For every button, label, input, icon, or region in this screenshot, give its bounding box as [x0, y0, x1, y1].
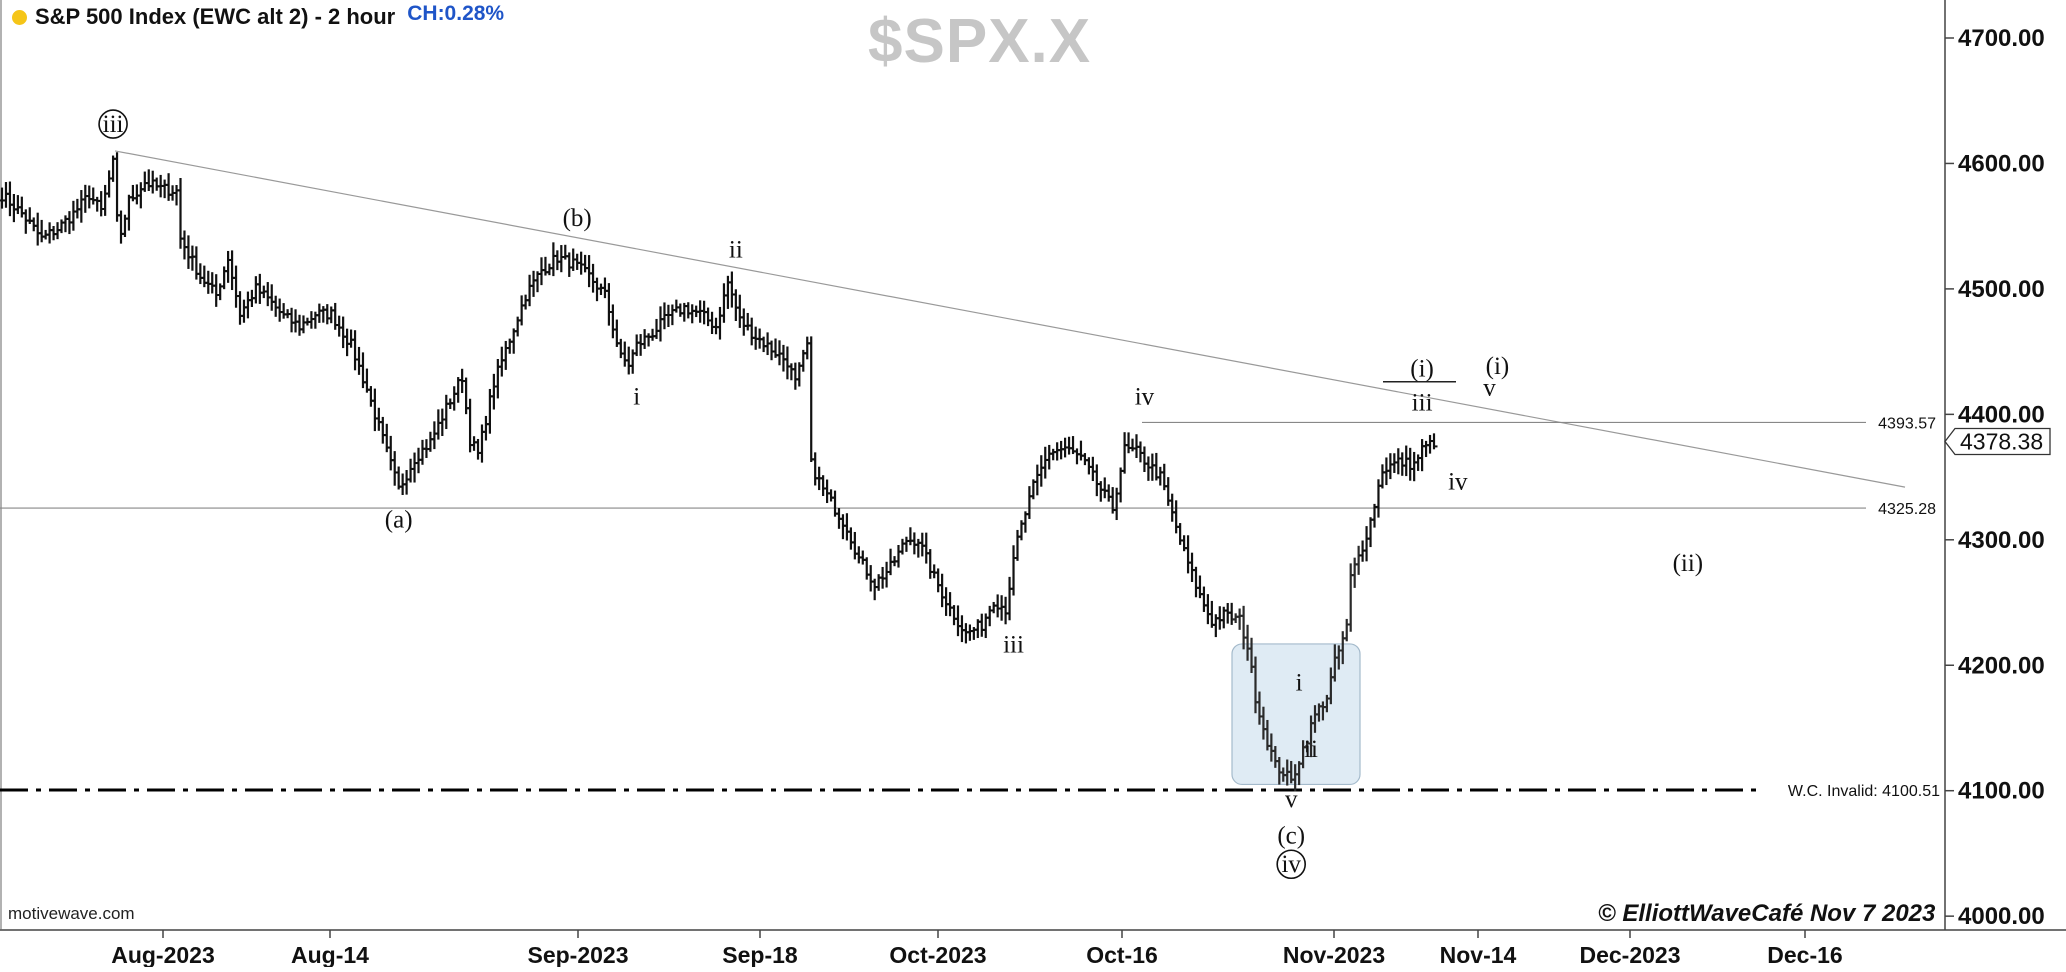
wave-label: iii [1412, 390, 1433, 417]
x-tick-label: Sep-18 [722, 942, 798, 967]
brand-text: motivewave.com [8, 904, 135, 923]
chart-header: S&P 500 Index (EWC alt 2) - 2 hour CH:0.… [12, 2, 505, 30]
level-label: 4393.57 [1878, 415, 1936, 432]
wave-label: iv [1448, 469, 1468, 496]
trend-line [114, 150, 1906, 488]
wave-label: ii [729, 237, 743, 264]
level-label: 4325.28 [1878, 501, 1936, 518]
chart-title: S&P 500 Index (EWC alt 2) - 2 hour [35, 4, 396, 29]
wave-label: iii [103, 111, 124, 138]
wave-label: v [1285, 786, 1298, 813]
wave-label: iv [1135, 383, 1155, 410]
wave-label: i [1296, 669, 1303, 696]
x-tick-label: Aug-14 [291, 942, 369, 967]
change-percent: CH:0.28% [407, 2, 505, 25]
wave-label: (i) [1486, 353, 1510, 380]
status-dot-icon [12, 9, 27, 25]
wave-label: (ii) [1673, 550, 1704, 577]
y-tick-label: 4000.00 [1958, 903, 2045, 930]
wave-label: i [633, 383, 640, 410]
x-tick-label: Dec-2023 [1579, 942, 1680, 967]
y-tick-label: 4600.00 [1958, 150, 2045, 177]
y-tick-label: 4400.00 [1958, 401, 2045, 428]
wave-label: ii [1304, 736, 1318, 763]
wave-label-circle-icon [1276, 849, 1306, 880]
wave-label: iii [1003, 632, 1024, 659]
x-tick-label: Dec-16 [1767, 942, 1842, 967]
y-tick-label: 4200.00 [1958, 652, 2045, 679]
x-tick-label: Nov-2023 [1283, 942, 1385, 967]
symbol-watermark: $SPX.X [868, 7, 1092, 76]
x-tick-label: Nov-14 [1440, 942, 1517, 967]
x-tick-label: Oct-16 [1086, 942, 1158, 967]
wave-label: (i) [1410, 356, 1434, 383]
level-label: W.C. Invalid: 4100.51 [1788, 783, 1940, 800]
wave-label-circle-icon [98, 109, 128, 139]
y-tick-label: 4700.00 [1958, 25, 2045, 52]
wave-label: (b) [563, 205, 592, 232]
wave-label: (c) [1277, 822, 1305, 849]
x-tick-label: Sep-2023 [527, 942, 628, 967]
last-price-label: 4378.38 [1960, 428, 2043, 454]
wave-label: iv [1281, 851, 1301, 878]
copyright-text: © ElliottWaveCafé Nov 7 2023 [1598, 900, 1936, 927]
x-tick-label: Oct-2023 [889, 942, 986, 967]
y-tick-label: 4300.00 [1958, 527, 2045, 554]
wave-label: (a) [385, 506, 413, 533]
y-tick-label: 4100.00 [1958, 778, 2045, 805]
last-price-marker [1944, 427, 2051, 456]
y-tick-label: 4500.00 [1958, 276, 2045, 303]
x-tick-label: Aug-2023 [111, 942, 215, 967]
wave-label: v [1483, 375, 1496, 402]
